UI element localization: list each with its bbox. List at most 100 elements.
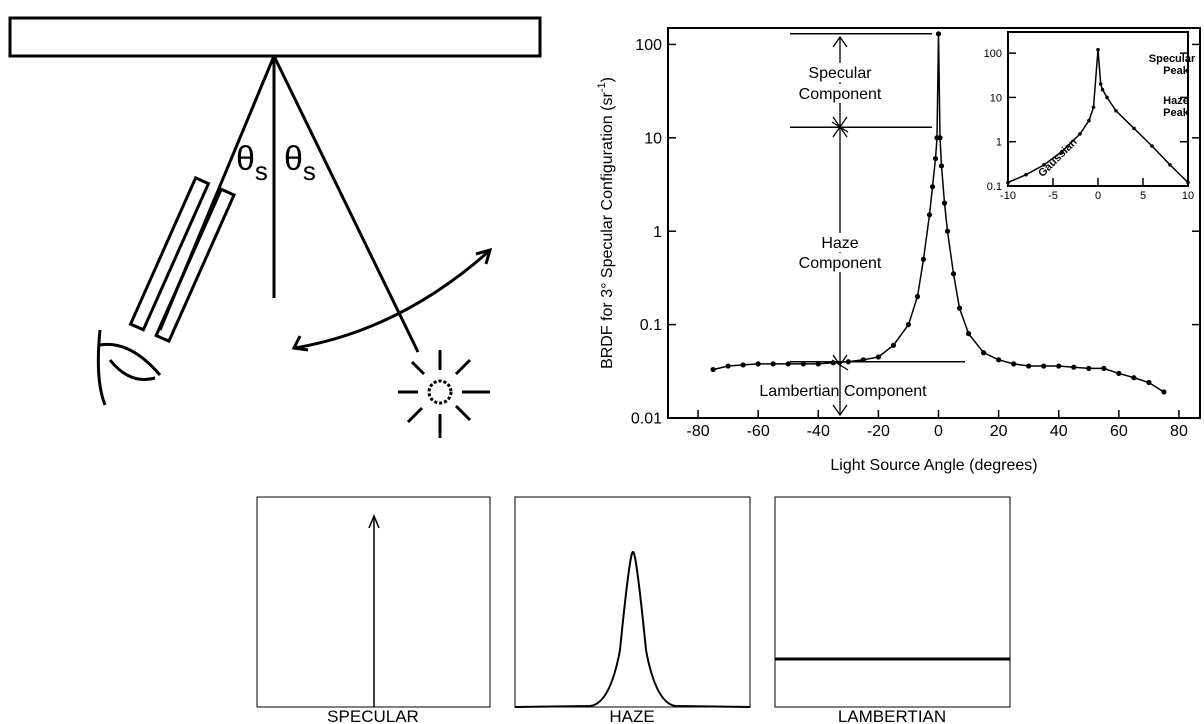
data-point — [920, 256, 927, 262]
data-point — [1105, 95, 1109, 100]
data-point — [965, 331, 972, 337]
annotation-bg — [785, 253, 895, 272]
data-point — [935, 31, 942, 37]
x-tick-label: 0 — [934, 423, 943, 440]
data-point — [944, 228, 951, 234]
y-tick-label: 100 — [635, 37, 662, 54]
data-point — [875, 354, 881, 360]
angle-label: θs — [236, 140, 268, 186]
data-point — [785, 361, 791, 367]
x-tick-label: -40 — [807, 423, 830, 440]
panels: SPECULAR HAZE LAMBERTIAN — [256, 496, 1011, 724]
angle-symbol: θ — [284, 140, 303, 178]
y-tick-label: 1 — [653, 224, 662, 241]
data-point — [937, 135, 943, 141]
x-tick-label: 20 — [990, 423, 1008, 440]
data-point — [1071, 364, 1077, 370]
y-tick-label: 0.1 — [987, 181, 1002, 193]
y-axis-label: BRDF for 3° Specular Configuration (sr-1… — [596, 77, 616, 369]
y-axis-label-part: ) — [599, 77, 616, 82]
x-tick-label: -5 — [1048, 190, 1058, 202]
data-point — [1168, 163, 1172, 167]
y-tick-label: 0.1 — [640, 317, 662, 334]
data-point — [1024, 172, 1028, 177]
data-point — [1116, 370, 1122, 377]
data-point — [1161, 389, 1167, 395]
x-axis-label: Light Source Angle (degrees) — [830, 457, 1037, 474]
data-point — [980, 350, 987, 356]
data-point — [890, 342, 897, 348]
annotation-bg — [785, 233, 895, 252]
series-line — [1007, 49, 1189, 184]
data-point — [941, 200, 948, 206]
data-point — [710, 366, 716, 373]
data-point — [929, 184, 936, 190]
annotation-bg — [785, 84, 895, 103]
angle-label: θs — [284, 140, 316, 186]
annotation: Component — [799, 255, 882, 272]
x-tick-label: -20 — [867, 423, 890, 440]
data-point — [905, 322, 912, 328]
data-point — [1056, 363, 1062, 369]
annotation: Component — [799, 86, 882, 103]
data-point — [815, 361, 821, 367]
data-point — [1146, 379, 1152, 386]
data-point — [996, 357, 1002, 363]
y-tick-label: 100 — [984, 48, 1002, 60]
data-point — [914, 293, 921, 300]
data-point — [1186, 180, 1190, 185]
annotation: Peak — [1163, 107, 1190, 119]
data-point — [1060, 149, 1064, 154]
data-point — [1096, 47, 1100, 52]
panel-label: HAZE — [609, 707, 654, 724]
x-tick-label: 80 — [1170, 423, 1188, 440]
panel-label: LAMBERTIAN — [838, 707, 946, 724]
data-point — [1132, 126, 1136, 131]
annotation: Lambertian Component — [759, 383, 927, 400]
data-point — [740, 362, 746, 368]
x-tick-label: 60 — [1110, 423, 1128, 440]
x-tick-label: -10 — [1000, 190, 1016, 202]
data-point — [755, 361, 761, 367]
annotation: Specular — [1149, 53, 1196, 65]
y-tick-label: 0.01 — [631, 411, 662, 428]
data-point — [938, 163, 945, 169]
diagram: θs θs — [8, 16, 542, 438]
data-point — [1098, 82, 1103, 86]
data-point — [1150, 144, 1154, 148]
data-point — [1026, 363, 1032, 369]
angle-subscript: s — [303, 156, 316, 186]
y-tick-label: 1 — [996, 137, 1002, 149]
data-point — [1131, 375, 1137, 381]
x-tick-label: 40 — [1050, 423, 1068, 440]
x-tick-label: -80 — [686, 423, 709, 440]
annotation: Haze — [821, 235, 858, 252]
data-point — [1086, 365, 1092, 371]
angle-subscript: s — [255, 156, 268, 186]
x-tick-label: 5 — [1140, 190, 1146, 202]
data-point — [1087, 118, 1091, 123]
x-tick-label: -60 — [747, 423, 770, 440]
annotation: Haze — [1163, 95, 1189, 107]
x-tick-label: 10 — [1182, 190, 1194, 202]
angle-symbol: θ — [236, 140, 255, 178]
data-point — [956, 305, 963, 311]
y-axis-label-part: -1 — [596, 82, 608, 92]
x-tick-label: 0 — [1095, 190, 1101, 202]
data-point — [1101, 365, 1107, 371]
data-point — [1078, 132, 1082, 136]
data-point — [725, 363, 731, 369]
data-point — [932, 155, 939, 162]
y-axis-label-part: BRDF for 3° Specular Configuration (sr — [599, 92, 616, 369]
annotation-arrow — [831, 35, 849, 417]
data-point — [800, 361, 806, 367]
data-point — [1091, 105, 1096, 110]
annotation-bg — [785, 63, 895, 82]
data-point — [1041, 363, 1047, 369]
data-point — [1114, 108, 1118, 113]
y-tick-label: 10 — [990, 92, 1002, 104]
y-tick-label: 10 — [644, 130, 662, 147]
